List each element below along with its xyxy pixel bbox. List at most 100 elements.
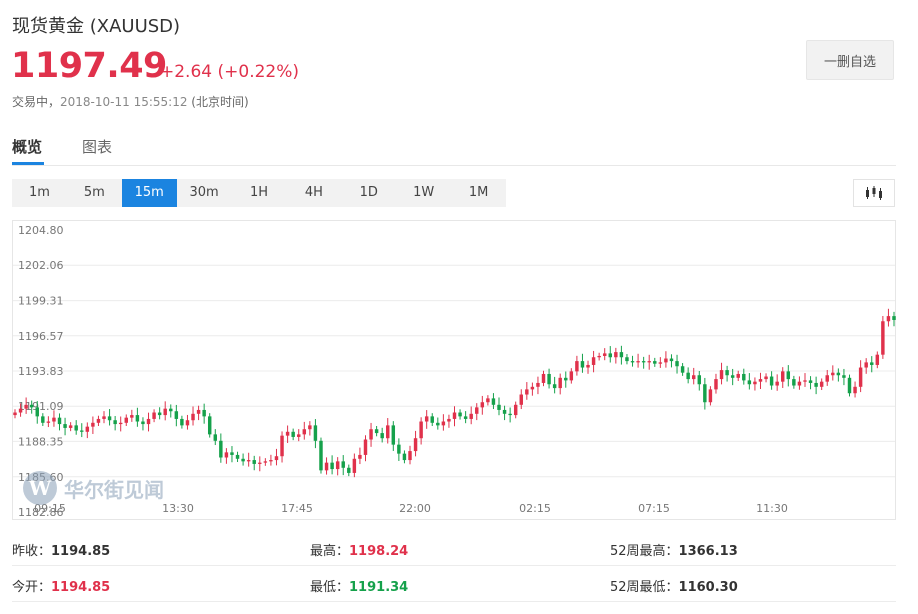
- candle-body: [413, 438, 418, 452]
- candle-body: [591, 357, 596, 365]
- candle-body: [174, 411, 179, 419]
- stat-52w-low: 52周最低：1160.30: [610, 576, 738, 595]
- active-tab-indicator: [12, 162, 44, 165]
- candle-body: [441, 421, 446, 426]
- candle-body: [80, 430, 84, 432]
- y-tick-label: 1202.06: [18, 259, 64, 272]
- candle-body: [708, 389, 713, 403]
- candle-body: [714, 379, 718, 390]
- price-change: +2.64 (+0.22%): [160, 62, 300, 82]
- period-30m[interactable]: 30m: [189, 185, 219, 200]
- period-5m[interactable]: 5m: [83, 185, 105, 200]
- candle-body: [57, 417, 62, 425]
- x-tick-label: 17:45: [281, 502, 313, 515]
- wallstreetcn-logo-icon: W: [23, 471, 57, 505]
- candle-body: [280, 435, 284, 457]
- candle-body: [269, 460, 273, 462]
- candle-body: [241, 458, 245, 462]
- candle-body: [224, 452, 229, 458]
- candle-body: [419, 421, 423, 439]
- candle-body: [781, 371, 785, 382]
- candle-body: [641, 361, 646, 363]
- instrument-title: 现货黄金 (XAUUSD): [12, 16, 181, 37]
- candle-body: [430, 416, 434, 423]
- candle-body: [352, 458, 357, 473]
- candlestick-chart: 1204.80 1202.06 1199.31 1196.57 1193.83 1191.…: [12, 220, 896, 520]
- y-tick-label: 1188.35: [18, 435, 64, 448]
- candle-body: [525, 389, 529, 395]
- candle-body: [135, 415, 140, 422]
- candle-body: [508, 413, 512, 416]
- period-15m[interactable]: 15m: [121, 179, 177, 207]
- trade-timestamp: 2018-10-11 15:55:12: [60, 95, 188, 109]
- candle-body: [686, 372, 690, 380]
- candle-body: [875, 354, 880, 365]
- trade-status: 交易中，2018-10-11 15:55:12 (北京时间): [12, 93, 249, 110]
- current-price: 1197.49: [11, 46, 167, 86]
- remove-from-watchlist-button[interactable]: 一删自选: [806, 40, 894, 80]
- candle-body: [230, 452, 234, 455]
- candle-body: [597, 355, 601, 358]
- candle-body: [124, 417, 128, 423]
- candle-body: [530, 386, 535, 390]
- candle-body: [586, 364, 590, 368]
- candle-body: [480, 402, 485, 408]
- candle-body: [196, 409, 201, 414]
- candle-body: [497, 404, 501, 410]
- period-4h[interactable]: 4H: [304, 185, 323, 200]
- candle-body: [102, 416, 106, 419]
- candle-body: [424, 416, 429, 422]
- candle-body: [486, 398, 490, 403]
- candle-body: [274, 456, 279, 461]
- candle-body: [658, 362, 663, 364]
- chart-type-button[interactable]: [853, 179, 895, 207]
- candle-body: [836, 372, 841, 376]
- candle-body: [180, 418, 184, 426]
- candle-body: [397, 444, 401, 454]
- candle-body: [552, 384, 557, 389]
- chart-frame: [12, 220, 896, 520]
- svg-text:W: W: [28, 476, 52, 500]
- candle-body: [569, 371, 574, 381]
- candle-body: [541, 373, 546, 383]
- candle-body: [808, 380, 813, 383]
- candle-body: [29, 404, 34, 408]
- tab-chart[interactable]: 图表: [82, 138, 113, 156]
- period-1h[interactable]: 1H: [249, 185, 269, 200]
- y-tick-label: 1204.80: [18, 224, 64, 237]
- candle-body: [202, 409, 206, 417]
- tab-overview[interactable]: 概览: [12, 138, 43, 156]
- candle-body: [675, 361, 679, 367]
- period-1month[interactable]: 1M: [468, 185, 489, 200]
- stat-value: 1194.85: [51, 580, 111, 595]
- candle-body: [152, 412, 156, 419]
- stat-open: 今开：1194.85: [12, 576, 110, 595]
- candle-body: [363, 439, 368, 455]
- stat-label: 昨收：: [12, 544, 52, 559]
- period-1d[interactable]: 1D: [359, 185, 378, 200]
- period-1w[interactable]: 1W: [413, 185, 435, 200]
- candle-body: [380, 433, 384, 439]
- candle-body: [614, 352, 618, 358]
- candle-body: [358, 454, 362, 459]
- candle-body: [775, 381, 779, 386]
- stat-label: 52周最低：: [610, 580, 679, 595]
- stat-value: 1198.24: [349, 544, 409, 559]
- candle-body: [458, 412, 462, 417]
- period-1m[interactable]: 1m: [28, 185, 50, 200]
- candle-body: [753, 381, 757, 385]
- candle-body: [13, 412, 17, 416]
- candle-body: [853, 386, 857, 394]
- candle-body: [664, 358, 668, 363]
- candle-body: [263, 461, 268, 463]
- candle-body: [575, 361, 579, 372]
- candle-body: [847, 377, 852, 394]
- candle-body: [536, 382, 540, 387]
- x-tick-label: 07:15: [638, 502, 670, 515]
- stats-panel: 昨收：1194.85 最高：1198.24 52周最高：1366.13 今开：1…: [12, 530, 896, 602]
- candle-body: [63, 424, 67, 428]
- stat-value: 1160.30: [678, 580, 738, 595]
- y-tick-label: 1199.31: [18, 295, 64, 308]
- price-chart[interactable]: 1204.80 1202.06 1199.31 1196.57 1193.83 1191.…: [12, 220, 896, 520]
- candle-body: [608, 353, 612, 358]
